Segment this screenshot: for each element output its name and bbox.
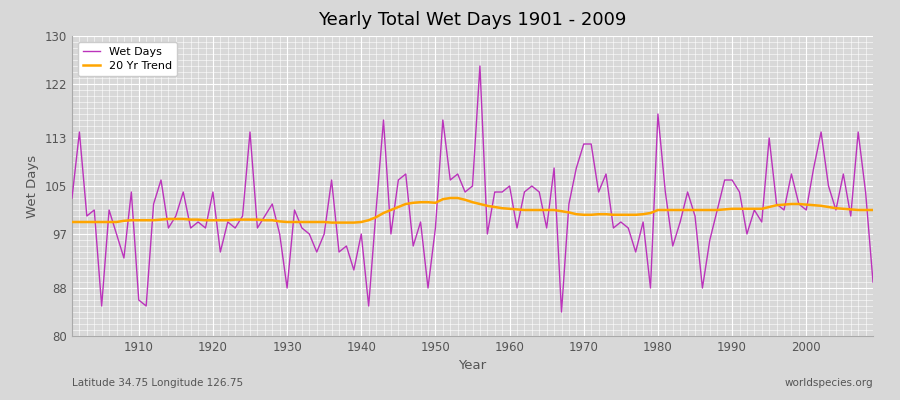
20 Yr Trend — [511, 207, 522, 212]
Wet Days — [289, 208, 300, 212]
Title: Yearly Total Wet Days 1901 - 2009: Yearly Total Wet Days 1901 - 2009 — [319, 11, 626, 29]
Line: 20 Yr Trend: 20 Yr Trend — [72, 198, 873, 222]
Wet Days — [504, 184, 515, 188]
Legend: Wet Days, 20 Yr Trend: Wet Days, 20 Yr Trend — [77, 42, 177, 76]
Wet Days — [868, 280, 878, 284]
Text: worldspecies.org: worldspecies.org — [785, 378, 873, 388]
X-axis label: Year: Year — [458, 360, 487, 372]
20 Yr Trend — [289, 220, 300, 224]
20 Yr Trend — [326, 220, 337, 225]
20 Yr Trend — [608, 212, 619, 217]
20 Yr Trend — [519, 208, 530, 212]
Wet Days — [511, 226, 522, 230]
20 Yr Trend — [445, 196, 455, 200]
20 Yr Trend — [67, 220, 77, 224]
Wet Days — [334, 250, 345, 254]
20 Yr Trend — [126, 218, 137, 223]
Line: Wet Days: Wet Days — [72, 66, 873, 312]
20 Yr Trend — [341, 220, 352, 225]
Wet Days — [474, 64, 485, 68]
Wet Days — [608, 226, 619, 230]
Wet Days — [67, 196, 77, 200]
Text: Latitude 34.75 Longitude 126.75: Latitude 34.75 Longitude 126.75 — [72, 378, 243, 388]
Y-axis label: Wet Days: Wet Days — [26, 154, 39, 218]
Wet Days — [556, 310, 567, 314]
Wet Days — [126, 190, 137, 194]
20 Yr Trend — [868, 208, 878, 212]
